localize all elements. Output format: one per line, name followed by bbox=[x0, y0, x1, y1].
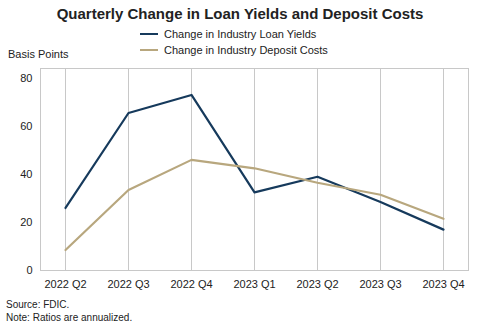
html-text:Change in Industry Loan Yields: Change in Industry Loan Yields bbox=[164, 28, 317, 40]
svg-text:2023 Q1: 2023 Q1 bbox=[233, 278, 275, 290]
svg-text:2022 Q2: 2022 Q2 bbox=[44, 278, 86, 290]
html-text:Change in Industry Deposit Cos: Change in Industry Deposit Costs bbox=[164, 44, 328, 56]
svg-text:40: 40 bbox=[20, 168, 32, 180]
svg-text:2023 Q3: 2023 Q3 bbox=[359, 278, 401, 290]
html-text:Note: Ratios are annualized.: Note: Ratios are annualized. bbox=[6, 312, 133, 323]
svg-text:0: 0 bbox=[26, 264, 32, 276]
html-text:Quarterly Change in Loan Yield: Quarterly Change in Loan Yields and Depo… bbox=[56, 5, 424, 22]
svg-text:2022 Q3: 2022 Q3 bbox=[107, 278, 149, 290]
html-text:Basis Points: Basis Points bbox=[8, 48, 69, 60]
svg-text:2022 Q4: 2022 Q4 bbox=[170, 278, 212, 290]
svg-text:80: 80 bbox=[20, 72, 32, 84]
svg-text:60: 60 bbox=[20, 120, 32, 132]
html-text:Source: FDIC.: Source: FDIC. bbox=[6, 299, 70, 310]
svg-text:20: 20 bbox=[20, 216, 32, 228]
svg-text:2023 Q4: 2023 Q4 bbox=[422, 278, 464, 290]
svg-text:2023 Q2: 2023 Q2 bbox=[296, 278, 338, 290]
